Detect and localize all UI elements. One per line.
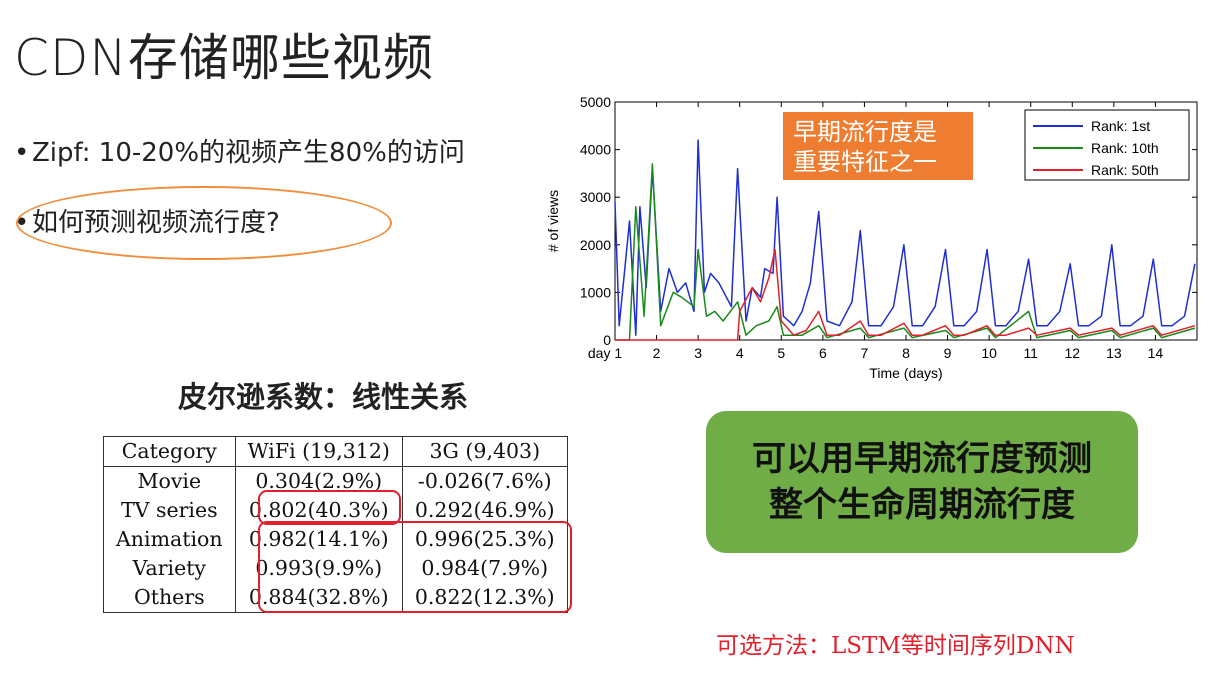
views-line-chart: 0 1000 2000 3000 4000 5000 day 1 2 3 4 5 6 7 8 9 10 11 12…	[545, 94, 1198, 381]
x-tick-label: 9	[944, 345, 952, 361]
slide-title: CDN存储哪些视频	[14, 29, 434, 87]
header-3g: 3G (9,403)	[402, 436, 568, 467]
y-axis-label: # of views	[545, 190, 561, 252]
header-wifi: WiFi (19,312)	[235, 436, 403, 467]
cell-3g: -0.026(7.6%)	[417, 469, 552, 493]
table-header-row: Category WiFi (19,312) 3G (9,403)	[103, 436, 568, 467]
header-category: Category	[103, 436, 236, 467]
cell-wifi: 0.993(9.9%)	[235, 554, 403, 583]
x-tick-label: 13	[1106, 345, 1122, 361]
series-line	[615, 248, 1196, 341]
note-line: 早期流行度是	[793, 118, 937, 146]
x-tick-label: 5	[777, 345, 785, 361]
early-popularity-note: 早期流行度是 重要特征之一	[783, 112, 973, 180]
cell-category: Animation	[103, 525, 236, 554]
table-row: Others 0.884(32.8%) 0.822(12.3%)	[103, 583, 568, 613]
highlight-box-high-corr	[258, 521, 572, 613]
legend-box	[1024, 109, 1190, 181]
note-line: 重要特征之一	[793, 148, 937, 176]
cell-category: Movie	[103, 466, 236, 496]
x-axis-label: Time (days)	[869, 365, 942, 381]
x-tick-label: day 1	[588, 345, 622, 361]
table-row: Movie 0.304(2.9%) -0.026(7.6%)	[103, 466, 568, 496]
y-tick-label: 1000	[580, 284, 611, 300]
x-tick-label: 12	[1064, 345, 1080, 361]
cell-wifi: 0.884(32.8%)	[235, 583, 403, 613]
x-tick-label: 10	[981, 345, 997, 361]
legend-label: Rank: 10th	[1091, 140, 1159, 156]
y-tick-label: 2000	[580, 237, 611, 253]
conclusion-line: 可以用早期流行度预测	[752, 439, 1092, 479]
x-tick-label: 3	[694, 345, 702, 361]
legend-label: Rank: 50th	[1091, 162, 1159, 178]
table-row: Animation 0.982(14.1%) 0.996(25.3%)	[103, 525, 568, 554]
cell-3g: 0.996(25.3%)	[414, 527, 555, 551]
x-tick-label: 11	[1023, 345, 1038, 361]
cell-3g: 0.984(7.9%)	[421, 556, 549, 580]
series-line	[615, 163, 1196, 341]
bullet-zipf: • Zipf: 10-20%的视频产生80%的访问	[14, 132, 465, 169]
highlight-box-tv-series	[258, 490, 401, 525]
y-tick-label: 3000	[580, 189, 611, 205]
legend-label: Rank: 1st	[1091, 118, 1150, 134]
conclusion-box: 可以用早期流行度预测 整个生命周期流行度	[706, 411, 1138, 553]
correlation-table: Category WiFi (19,312) 3G (9,403) Movie …	[103, 436, 568, 613]
table-row: Variety 0.993(9.9%) 0.984(7.9%)	[103, 554, 568, 583]
y-tick-label: 5000	[580, 94, 611, 110]
y-tick-label: 0	[603, 332, 611, 348]
conclusion-line: 整个生命周期流行度	[769, 485, 1075, 525]
cell-3g: 0.292(46.9%)	[414, 498, 555, 522]
cell-category: Variety	[103, 554, 236, 583]
pearson-heading: 皮尔逊系数：线性关系	[178, 380, 469, 414]
x-tick-label: 2	[653, 345, 661, 361]
x-tick-label: 14	[1148, 345, 1164, 361]
cell-category: TV series	[103, 496, 236, 525]
highlight-ellipse	[16, 186, 392, 260]
x-tick-label: 8	[902, 345, 910, 361]
table-row: TV series 0.802(40.3%) 0.292(46.9%)	[103, 496, 568, 525]
bullet-dot: •	[14, 138, 30, 168]
x-tick-label: 6	[819, 345, 827, 361]
series-line	[614, 139, 1196, 336]
y-tick-label: 4000	[580, 142, 611, 158]
cell-wifi: 0.802(40.3%)	[235, 496, 403, 525]
method-note: 可选方法：LSTM等时间序列DNN	[716, 633, 1075, 659]
cell-3g: 0.822(12.3%)	[414, 585, 555, 609]
x-tick-label: 4	[736, 345, 744, 361]
cell-category: Others	[103, 583, 236, 613]
bullet-zipf-text: Zipf: 10-20%的视频产生80%的访问	[32, 138, 465, 168]
x-tick-label: 7	[861, 345, 869, 361]
